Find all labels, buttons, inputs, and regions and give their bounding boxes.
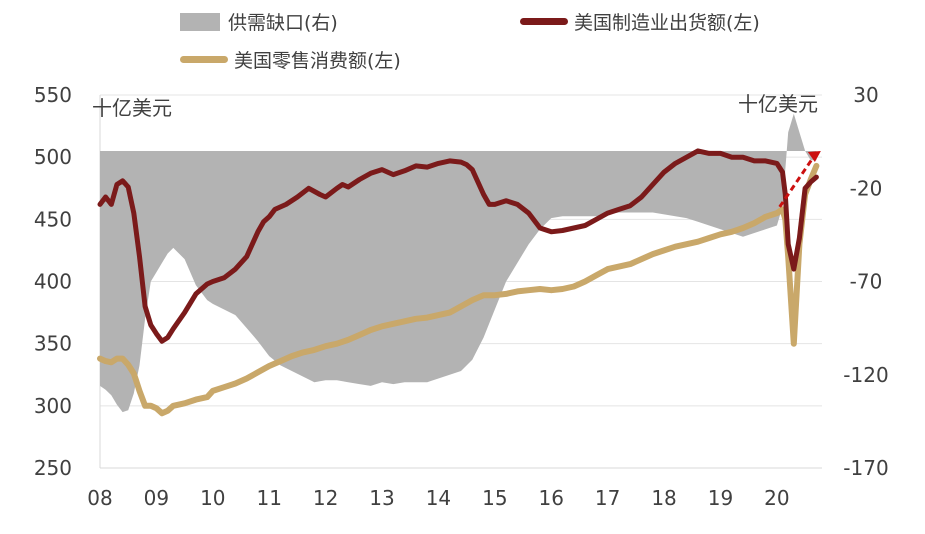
left-axis-ticks: 250 300 350 400 450 500 550	[34, 83, 72, 480]
right-tick-label: -170	[843, 456, 888, 480]
x-tick-label: 15	[482, 486, 507, 510]
x-tick-label: 19	[708, 486, 733, 510]
trend-arrow	[778, 150, 821, 208]
legend-retail-swatch	[180, 56, 228, 63]
left-tick-label: 400	[34, 270, 72, 294]
x-tick-label: 13	[369, 486, 394, 510]
legend-gap-swatch	[180, 12, 220, 31]
left-tick-label: 300	[34, 394, 72, 418]
x-tick-label: 10	[200, 486, 225, 510]
x-tick-label: 09	[144, 486, 169, 510]
trend-arrow-shaft	[778, 154, 817, 208]
x-tick-label: 12	[313, 486, 338, 510]
x-axis-ticks: 08 09 10 11 12 13 14 15 16 17 18 19 20	[87, 486, 789, 510]
legend-retail-label: 美国零售消费额(左)	[234, 50, 401, 72]
legend-shipments: 美国制造业出货额(左)	[520, 8, 760, 35]
left-tick-label: 500	[34, 145, 72, 169]
legend-gap: 供需缺口(右)	[180, 8, 338, 35]
right-axis-ticks: -170 -120 -70 -20 30	[843, 83, 888, 480]
supply-demand-gap-area	[100, 113, 817, 413]
x-tick-label: 08	[87, 486, 112, 510]
left-tick-label: 250	[34, 456, 72, 480]
manufacturing-shipments-line	[97, 148, 819, 344]
x-tick-label: 20	[764, 486, 789, 510]
legend-retail: 美国零售消费额(左)	[180, 46, 401, 73]
x-tick-label: 16	[539, 486, 564, 510]
legend-shipments-swatch	[520, 18, 568, 25]
x-tick-label: 18	[651, 486, 676, 510]
left-tick-label: 550	[34, 83, 72, 107]
left-axis-unit: 十亿美元	[92, 96, 172, 120]
right-tick-label: -20	[850, 176, 883, 200]
legend-shipments-label: 美国制造业出货额(左)	[574, 12, 760, 34]
left-tick-label: 450	[34, 207, 72, 231]
x-tick-label: 11	[256, 486, 281, 510]
left-tick-label: 350	[34, 332, 72, 356]
retail-sales-line	[97, 162, 820, 417]
right-tick-label: -70	[850, 270, 883, 294]
trend-arrow-head	[807, 150, 821, 162]
right-axis-unit: 十亿美元	[738, 92, 818, 116]
right-tick-label: -120	[843, 363, 888, 387]
x-tick-label: 14	[426, 486, 451, 510]
right-tick-label: 30	[853, 83, 878, 107]
x-tick-label: 17	[595, 486, 620, 510]
legend-gap-label: 供需缺口(右)	[228, 12, 338, 34]
